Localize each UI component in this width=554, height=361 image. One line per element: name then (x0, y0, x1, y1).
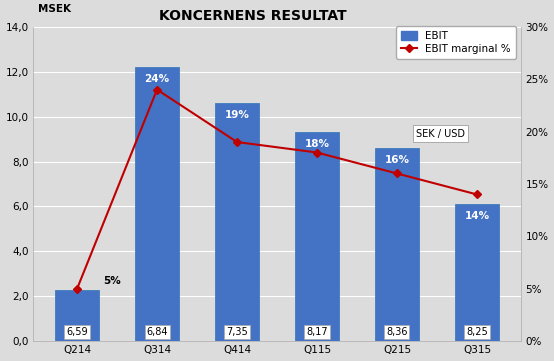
Bar (135, 67, 179, 341)
Text: 24%: 24% (145, 74, 170, 84)
Text: 5%: 5% (103, 276, 121, 286)
Text: 6,59: 6,59 (66, 327, 88, 337)
Bar (375, 148, 419, 341)
Legend: EBIT, EBIT marginal %: EBIT, EBIT marginal % (396, 26, 516, 59)
Text: MSEK: MSEK (38, 4, 71, 14)
Text: 7,35: 7,35 (226, 327, 248, 337)
Text: 16%: 16% (384, 155, 409, 165)
Bar (215, 103, 259, 341)
Bar (455, 204, 499, 341)
Text: 14%: 14% (464, 211, 490, 221)
Text: 8,25: 8,25 (466, 327, 488, 337)
Text: 6,84: 6,84 (146, 327, 168, 337)
Text: SEK / USD: SEK / USD (416, 129, 465, 139)
Text: 8,36: 8,36 (386, 327, 408, 337)
Text: 19%: 19% (224, 110, 249, 120)
Bar (295, 132, 339, 341)
Title: KONCERNENS RESULTAT: KONCERNENS RESULTAT (159, 9, 346, 23)
Text: 8,17: 8,17 (306, 327, 328, 337)
Text: 18%: 18% (305, 139, 330, 149)
Bar (55, 290, 99, 341)
